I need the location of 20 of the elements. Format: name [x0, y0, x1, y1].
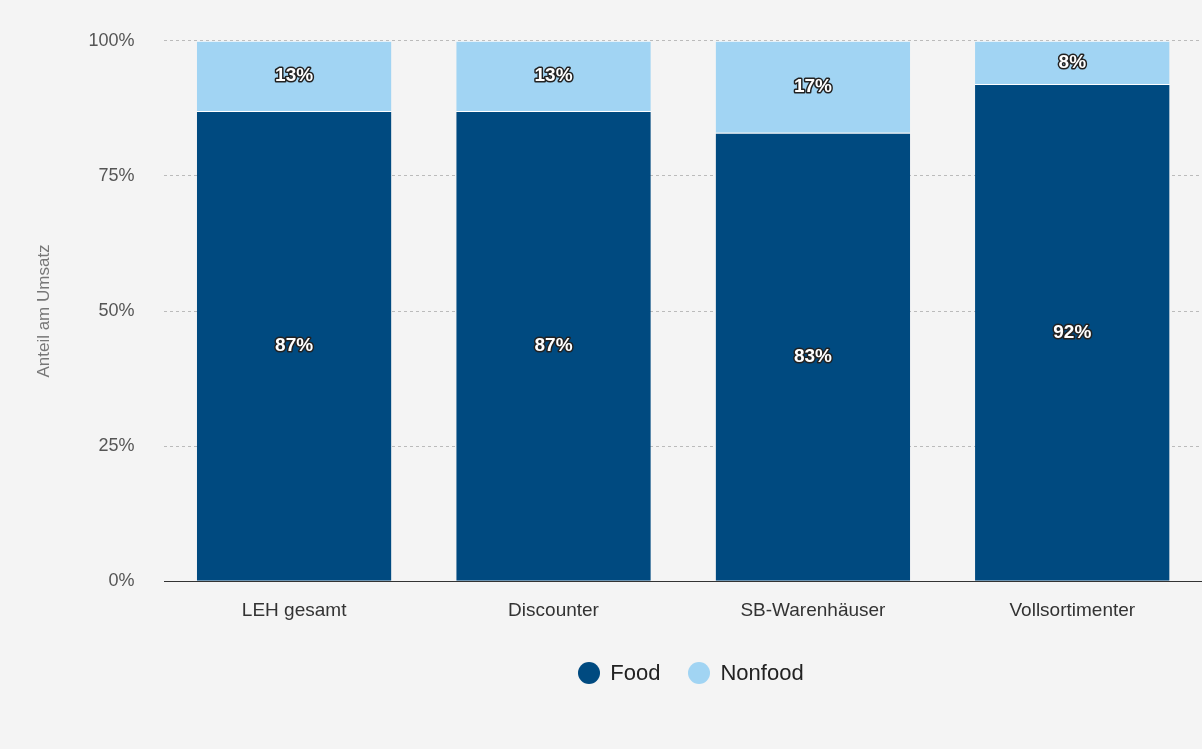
- data-label: 87%: [275, 334, 314, 356]
- y-tick-label: 75%: [98, 164, 135, 185]
- data-label: 92%: [1053, 320, 1092, 342]
- y-tick-label: 25%: [98, 435, 135, 456]
- data-label: 17%: [793, 74, 833, 96]
- data-label: 13%: [534, 64, 573, 86]
- legend-label: Nonfood: [720, 660, 804, 686]
- data-label: 13%: [275, 64, 314, 86]
- y-axis-title: Anteil am Umsatz: [33, 244, 53, 378]
- legend-label: Food: [610, 660, 661, 686]
- y-tick-label: 100%: [88, 29, 135, 50]
- y-tick-label: 0%: [108, 570, 135, 591]
- data-label: 83%: [793, 344, 833, 366]
- data-label: 87%: [534, 334, 573, 356]
- data-label: 8%: [1058, 50, 1087, 72]
- x-tick-label: Vollsortimenter: [1009, 598, 1136, 620]
- x-tick-label: SB-Warenhäuser: [740, 598, 887, 620]
- x-tick-label: Discounter: [508, 598, 600, 620]
- x-tick-label: LEH gesamt: [241, 598, 348, 620]
- y-tick-label: 50%: [98, 299, 135, 320]
